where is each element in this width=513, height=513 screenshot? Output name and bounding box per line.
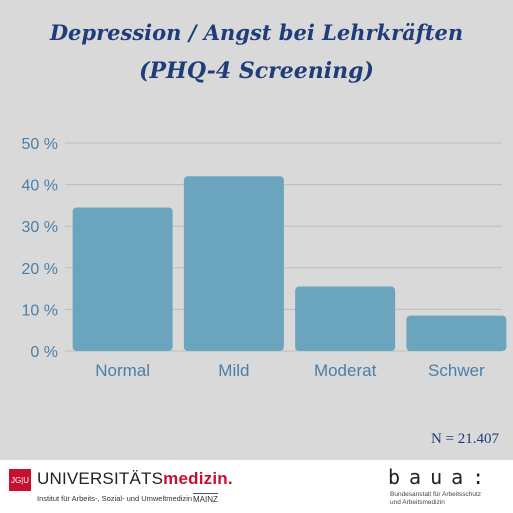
y-tick-label: 20 % [22, 261, 58, 278]
city-label: MAINZ [193, 493, 218, 504]
bar-schwer [406, 315, 507, 351]
uni-suffix: medizin. [163, 469, 233, 488]
chart-title-line1: Depression / Angst bei Lehrkräften [49, 20, 464, 45]
jgu-logo: JG|U [9, 469, 31, 491]
sample-size-label: N = 21.407 [430, 431, 499, 447]
bar-chart: 0 % 10 % 20 % 30 % 40 % 50 % Normal Mild Moderat… [22, 136, 507, 380]
baua-subtitle: Bundesanstalt für Arbeitsschutz und Arbe… [390, 491, 510, 507]
baua-logo: baua: [388, 465, 494, 489]
x-tick-label: Moderat [314, 361, 377, 380]
bar-mild [183, 176, 284, 351]
baua-line2: und Arbeitsmedizin [390, 499, 445, 506]
footer: JG|U UNIVERSITÄTSmedizin. Institut für A… [0, 460, 513, 513]
uni-prefix: UNIVERSITÄTS [37, 469, 164, 488]
x-tick-label: Mild [218, 361, 249, 380]
chart-title-line2: (PHQ-4 Screening) [139, 58, 374, 84]
y-tick-label: 40 % [22, 178, 58, 195]
y-tick-label: 30 % [22, 219, 58, 236]
y-tick-label: 50 % [22, 136, 58, 153]
bar-normal [72, 207, 173, 351]
x-tick-label: Normal [95, 361, 150, 380]
y-tick-label: 0 % [30, 344, 58, 361]
y-tick-label: 10 % [22, 302, 58, 319]
bar-moderat [295, 286, 396, 351]
unimedizin-logo: UNIVERSITÄTSmedizin. [37, 469, 233, 489]
x-tick-label: Schwer [428, 361, 485, 380]
institute-label: Institut für Arbeits-, Sozial- und Umwel… [37, 494, 193, 503]
baua-line1: Bundesanstalt für Arbeitsschutz [390, 491, 482, 498]
